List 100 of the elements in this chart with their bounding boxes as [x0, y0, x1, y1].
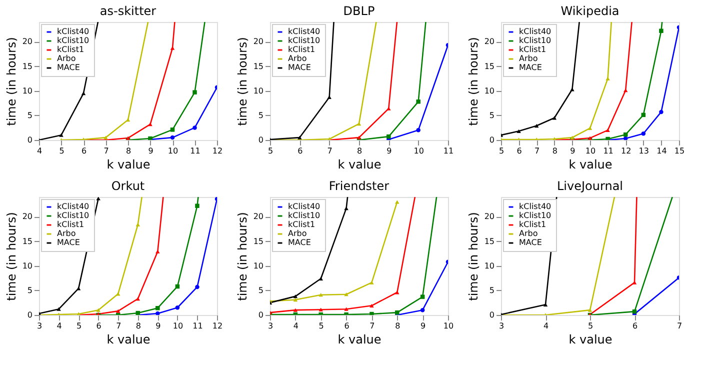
- x-tick-label: 11: [190, 146, 200, 156]
- legend-label: MACE: [57, 63, 80, 72]
- x-tick-label: 9: [148, 146, 154, 156]
- x-tick-label: 6: [298, 146, 303, 156]
- x-tick-label: 12: [212, 146, 223, 156]
- x-tick-label: 5: [498, 146, 504, 156]
- legend-label: kClist10: [57, 211, 90, 220]
- legend-label: kClist40: [288, 202, 320, 211]
- x-tick-label: 9: [570, 146, 576, 156]
- y-tick-label: 15: [253, 236, 264, 246]
- x-tick-label: 3: [36, 322, 42, 330]
- y-tick-label: 5: [27, 286, 32, 295]
- x-tick-label: 7: [370, 322, 375, 330]
- y-tick-label: 10: [253, 86, 264, 96]
- y-tick-label: 20: [22, 37, 32, 46]
- x-tick-label: 8: [126, 146, 132, 156]
- legend-label: Arbo: [519, 229, 538, 238]
- y-axis-title: time (in hours): [4, 212, 18, 301]
- x-tick-label: 14: [656, 146, 667, 156]
- x-axis-title: k value: [106, 332, 150, 346]
- y-tick-label: 20: [484, 212, 494, 222]
- x-axis-title: k value: [568, 158, 612, 172]
- x-tick-label: 7: [104, 146, 109, 156]
- chart-title: Orkut: [111, 179, 145, 193]
- x-tick-label: 6: [96, 322, 102, 330]
- x-tick-label: 7: [534, 146, 540, 156]
- legend-label: kClist10: [519, 211, 552, 220]
- x-tick-label: 7: [327, 146, 332, 156]
- x-tick-label: 15: [674, 146, 685, 156]
- x-tick-label: 6: [344, 322, 350, 330]
- x-tick-label: 10: [443, 322, 454, 330]
- y-axis-title: time (in hours): [235, 37, 250, 126]
- x-tick-label: 5: [268, 146, 274, 156]
- x-tick-label: 5: [588, 322, 594, 330]
- x-tick-label: 5: [59, 146, 64, 156]
- x-tick-label: 7: [116, 322, 122, 330]
- x-axis-title: k value: [568, 332, 612, 346]
- x-tick-label: 12: [621, 146, 632, 156]
- legend-label: Arbo: [57, 229, 76, 238]
- legend-label: kClist40: [519, 202, 552, 211]
- x-tick-label: 10: [414, 146, 424, 156]
- chart-title: Wikipedia: [560, 4, 620, 18]
- y-tick-label: 5: [27, 110, 32, 120]
- legend-label: kClist40: [288, 27, 320, 36]
- legend-label: kClist40: [57, 27, 90, 36]
- legend-label: kClist1: [57, 220, 84, 229]
- legend-label: MACE: [288, 63, 311, 72]
- y-tick-label: 15: [484, 236, 494, 246]
- x-tick-label: 10: [585, 146, 596, 156]
- x-tick-label: 6: [632, 322, 638, 330]
- legend-label: MACE: [519, 63, 542, 72]
- x-tick-label: 3: [268, 322, 274, 330]
- y-tick-label: 0: [489, 310, 494, 320]
- legend-label: MACE: [57, 238, 80, 247]
- legend-label: Arbo: [57, 54, 76, 63]
- legend-label: kClist40: [57, 202, 90, 211]
- y-tick-label: 0: [258, 136, 264, 144]
- x-tick-label: 9: [420, 322, 426, 330]
- y-axis-title: time (in hours): [466, 212, 480, 301]
- y-tick-label: 0: [258, 310, 264, 320]
- y-tick-label: 20: [253, 37, 264, 46]
- x-tick-label: 4: [36, 146, 42, 156]
- legend-label: Arbo: [519, 54, 538, 63]
- y-tick-label: 5: [258, 286, 264, 295]
- y-tick-label: 0: [27, 136, 32, 144]
- legend-label: Arbo: [288, 229, 307, 238]
- legend-label: MACE: [519, 238, 542, 247]
- y-tick-label: 20: [484, 37, 494, 46]
- y-axis-title: time (in hours): [466, 37, 480, 126]
- y-axis-title: time (in hours): [235, 212, 250, 301]
- y-tick-label: 0: [489, 136, 494, 144]
- x-axis-title: k value: [106, 158, 150, 172]
- y-tick-label: 15: [22, 236, 32, 246]
- x-tick-label: 13: [638, 146, 649, 156]
- x-tick-label: 4: [293, 322, 298, 330]
- x-tick-label: 8: [356, 146, 362, 156]
- y-axis-title: time (in hours): [4, 37, 18, 126]
- chart-title: as-skitter: [100, 4, 156, 18]
- legend-label: Arbo: [288, 54, 307, 63]
- y-tick-label: 15: [22, 62, 32, 71]
- x-tick-label: 6: [516, 146, 522, 156]
- legend-label: kClist10: [288, 36, 320, 45]
- legend-label: kClist1: [288, 220, 316, 229]
- chart-title: DBLP: [343, 4, 375, 18]
- y-tick-label: 10: [484, 261, 494, 270]
- x-axis-title: k value: [338, 158, 382, 172]
- legend-label: kClist40: [519, 27, 552, 36]
- x-tick-label: 9: [386, 146, 392, 156]
- y-tick-label: 5: [489, 286, 494, 295]
- x-tick-label: 8: [552, 146, 558, 156]
- x-tick-label: 8: [136, 322, 141, 330]
- x-tick-label: 9: [156, 322, 161, 330]
- x-tick-label: 10: [168, 146, 178, 156]
- chart-title: LiveJournal: [556, 179, 624, 193]
- x-tick-label: 7: [676, 322, 682, 330]
- x-tick-label: 5: [76, 322, 82, 330]
- x-axis-title: k value: [338, 332, 382, 346]
- x-tick-label: 8: [395, 322, 400, 330]
- x-tick-label: 3: [498, 322, 504, 330]
- x-tick-label: 11: [192, 322, 203, 330]
